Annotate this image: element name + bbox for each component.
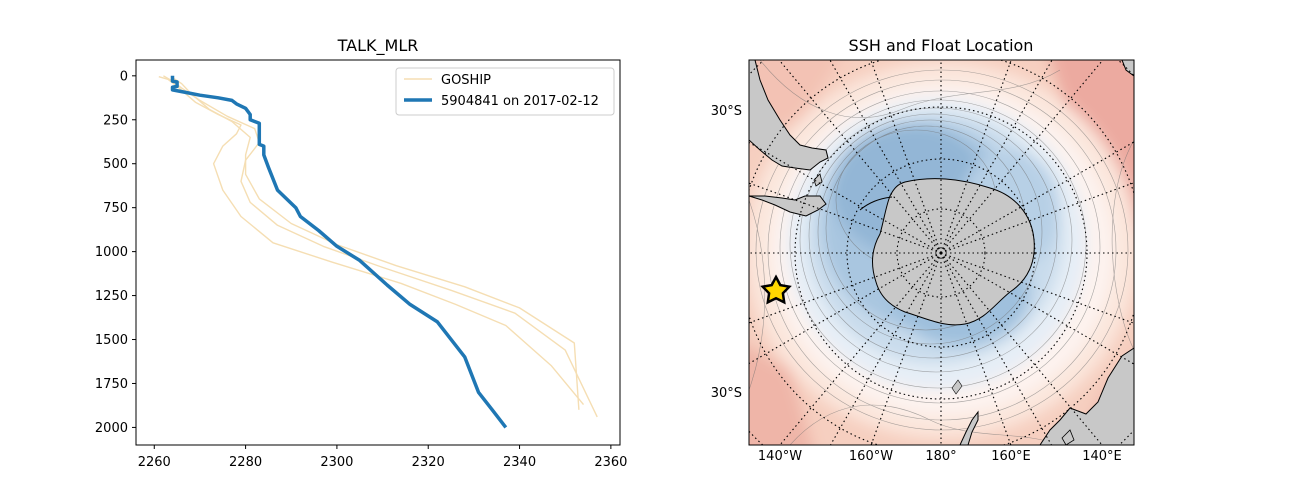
y-tick-label: 250 [103, 113, 128, 128]
profile-chart-title: TALK_MLR [337, 36, 419, 56]
profile-axes-ticks: 2260 2280 2300 2320 2340 2360 0 250 500 750 1000 12… [95, 69, 628, 470]
x-tick-label: 2340 [503, 455, 536, 470]
x-tick-label: 2300 [320, 455, 353, 470]
y-tick-label: 2000 [95, 421, 128, 436]
lon-label-160w: 160°W [849, 449, 893, 464]
lat-label-top: 30°S [711, 104, 742, 119]
y-tick-label: 750 [103, 201, 128, 216]
x-tick-label: 2360 [594, 455, 627, 470]
float-profile-line [170, 75, 508, 429]
float-location-marker [760, 274, 792, 305]
goship-profile-line [158, 76, 585, 406]
ssh-map: SSH and Float Location [711, 36, 1135, 464]
goship-profile-line [163, 75, 598, 418]
legend-label-goship: GOSHIP [441, 73, 491, 88]
lon-label-180: 180° [925, 449, 956, 464]
legend-box [395, 67, 615, 116]
lon-label-140w: 140°W [758, 449, 802, 464]
profile-chart: TALK_MLR 2260 2280 2300 2320 2340 2360 0 250 500… [95, 36, 628, 470]
lon-label-160e: 160°E [991, 449, 1031, 464]
y-tick-label: 500 [103, 157, 128, 172]
goship-profile-line [172, 77, 580, 410]
profile-legend: GOSHIP 5904841 on 2017-02-12 [395, 67, 615, 116]
map-frame [748, 59, 1135, 446]
y-tick-label: 1750 [95, 377, 128, 392]
legend-label-float: 5904841 on 2017-02-12 [441, 94, 599, 109]
ssh-field [749, 60, 1134, 445]
x-tick-label: 2320 [412, 455, 445, 470]
profile-axes-frame [135, 59, 621, 446]
x-tick-label: 2280 [229, 455, 262, 470]
x-tick-label: 2260 [138, 455, 171, 470]
lon-label-140e: 140°E [1082, 449, 1122, 464]
lat-label-bottom: 30°S [711, 386, 742, 401]
profile-series-group [158, 75, 598, 429]
y-tick-label: 1500 [95, 333, 128, 348]
map-title: SSH and Float Location [849, 36, 1034, 55]
y-tick-label: 0 [120, 69, 128, 84]
y-tick-label: 1250 [95, 289, 128, 304]
y-tick-label: 1000 [95, 245, 128, 260]
